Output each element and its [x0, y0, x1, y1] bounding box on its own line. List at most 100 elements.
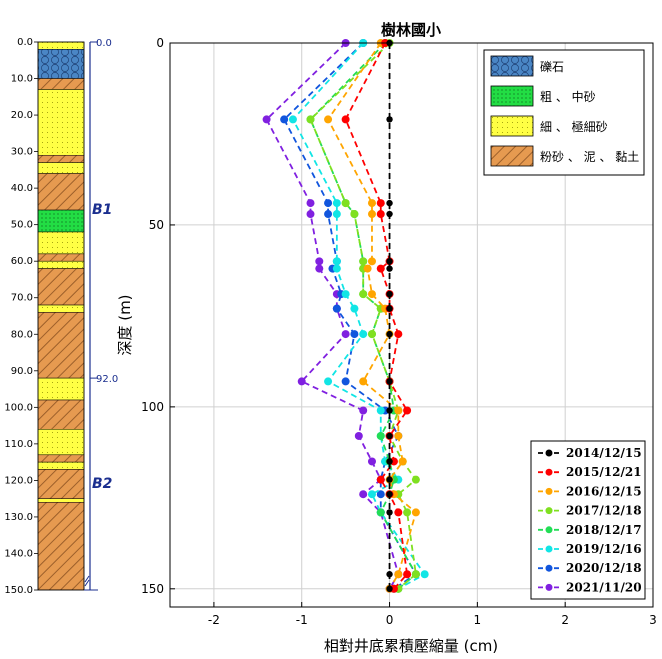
soil-layer [37, 461, 85, 470]
series-group [262, 39, 429, 593]
soil-layer [37, 231, 85, 255]
data-point [324, 210, 333, 219]
y-tick-label: 150 [141, 582, 164, 596]
depth-tick-label: 100.0 [4, 402, 33, 413]
y-tick-label: 100 [141, 400, 164, 414]
soil-legend-label: 礫石 [540, 59, 564, 74]
depth-tick-label: 40.0 [11, 183, 33, 194]
data-point [341, 290, 350, 299]
soil-layer [37, 49, 85, 79]
soil-layer [37, 268, 85, 306]
legend-label: 2014/12/15 [566, 446, 642, 460]
legend-marker [545, 507, 553, 515]
depth-tick-label: 50.0 [11, 220, 33, 231]
data-point [332, 257, 341, 266]
data-point [324, 199, 333, 208]
legend-marker [545, 449, 553, 457]
legend-label: 2015/12/21 [566, 465, 642, 479]
soil-legend-label: 細 、 極細砂 [540, 119, 608, 134]
depth-tick-label: 80.0 [11, 329, 33, 340]
series-legend-frame [530, 440, 646, 600]
x-tick-label: -2 [208, 613, 220, 627]
depth-tick-label: 110.0 [4, 439, 33, 450]
data-point [324, 377, 333, 386]
data-point [297, 377, 306, 386]
depth-tick-label: 70.0 [11, 293, 33, 304]
data-point [386, 290, 393, 298]
data-point [386, 199, 393, 207]
data-point [341, 199, 350, 208]
depth-tick-label: 90.0 [11, 366, 33, 377]
data-point [359, 290, 368, 299]
data-point [386, 491, 393, 498]
data-point [332, 304, 341, 313]
legend-marker [545, 564, 553, 572]
data-point [354, 431, 363, 440]
depth-tick-label: 0.0 [17, 37, 33, 48]
data-point [306, 210, 315, 219]
data-point [386, 458, 393, 465]
depth-tick-label: 130.0 [4, 512, 33, 523]
data-point [288, 115, 297, 124]
data-point [324, 115, 333, 124]
data-point [394, 406, 403, 415]
data-point [386, 265, 393, 272]
data-point [350, 330, 359, 339]
data-point [359, 377, 368, 386]
data-point [315, 257, 324, 266]
data-point [332, 210, 341, 219]
data-point [341, 330, 350, 339]
data-point [376, 264, 385, 273]
data-point [341, 115, 350, 124]
soil-swatch [490, 55, 534, 77]
data-point [350, 304, 359, 313]
well-top-label: 0.0 [96, 38, 112, 49]
data-point [394, 508, 403, 517]
data-point [411, 570, 420, 579]
data-point [386, 378, 393, 385]
soil-layer [37, 454, 85, 463]
soil-layer [37, 377, 85, 401]
data-point [367, 257, 376, 266]
data-point [376, 210, 385, 219]
data-point [367, 490, 376, 499]
soil-swatch [490, 145, 534, 167]
soil-swatch [490, 115, 534, 137]
borehole-frame [37, 41, 85, 591]
soil-layer [37, 253, 85, 262]
borehole-column: 0.0 10.0 20.0 30.0 40.0 50.0 60.0 70.0 80.0 90.0 1… [4, 37, 118, 596]
well-break-mark [84, 575, 90, 583]
data-point [386, 330, 393, 338]
depth-tick-label: 140.0 [4, 548, 33, 559]
soil-layer [37, 312, 85, 379]
data-point [306, 115, 315, 124]
data-point [363, 264, 372, 273]
y-tick-label: 0 [156, 36, 164, 50]
axis-ticks: -2 -1 0 1 2 3 0 50 100 150 [141, 36, 657, 627]
soil-layer [37, 429, 85, 456]
soil-layer [37, 469, 85, 499]
data-point [386, 210, 393, 218]
depth-tick-label: 30.0 [11, 147, 33, 158]
soil-layer [37, 209, 85, 233]
x-tick-label: -1 [296, 613, 308, 627]
data-point [376, 431, 385, 440]
legend-marker [545, 487, 553, 495]
y-tick-label: 50 [149, 218, 164, 232]
data-point [315, 264, 324, 273]
soil-legend-label: 粗 、 中砂 [540, 89, 596, 104]
data-point [398, 457, 407, 466]
legend-label: 2018/12/17 [566, 523, 642, 537]
soil-layer [37, 304, 85, 313]
soil-layer [37, 41, 85, 50]
data-point [367, 199, 376, 208]
well-break-mark [84, 579, 90, 587]
soil-swatch [490, 85, 534, 107]
data-point [376, 490, 385, 499]
data-point [394, 431, 403, 440]
data-point [332, 264, 341, 273]
data-point [367, 457, 376, 466]
data-point [262, 115, 271, 124]
